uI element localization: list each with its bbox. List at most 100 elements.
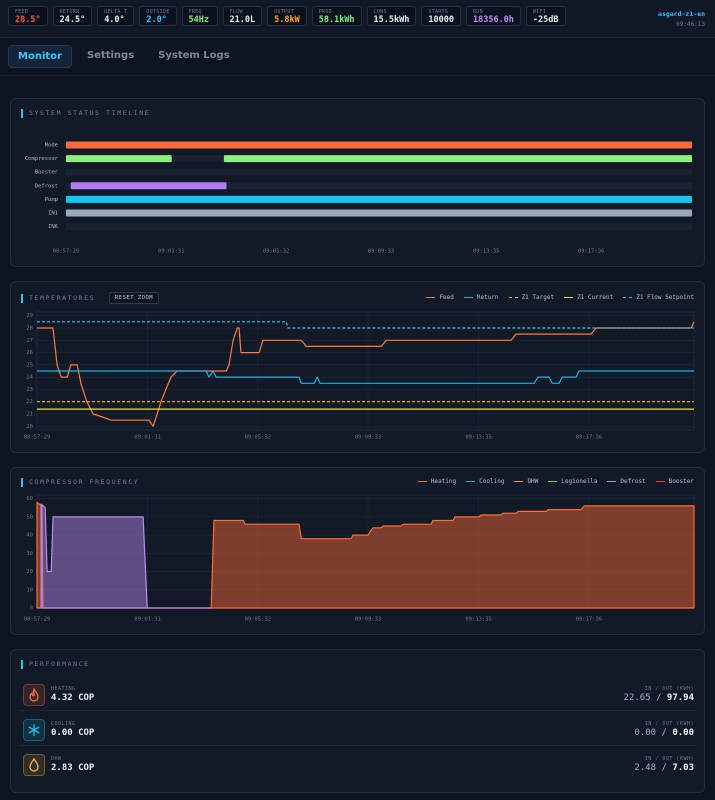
metric-strip: FEED 28.5° RETURN 24.5° DELTA T 4.0° OUTSIDE 2.… — [8, 6, 566, 26]
performance-row: DHW 2.83 COP IN / OUT (KWH) 2.48 / 7.03 — [19, 750, 696, 780]
timeline-panel: SYSTEM STATUS TIMELINE Mode Compressor Boo… — [10, 98, 705, 267]
legend-swatch — [607, 481, 617, 482]
metric-value: 28.5° — [15, 15, 41, 25]
metric-tile: PROD 58.1kWh — [311, 6, 362, 26]
metric-value: 15.5kWh — [373, 15, 410, 25]
metric-label: DELTA T — [104, 9, 128, 15]
metric-label: FREQ — [188, 9, 202, 15]
separator: / — [661, 728, 667, 738]
x-tick-label: 09:13:35 — [465, 617, 492, 623]
icon — [29, 757, 39, 772]
panel-title: COMPRESSOR FREQUENCY — [21, 478, 139, 487]
row-label: IN6 — [48, 224, 58, 230]
legend-label: Z1 Current — [577, 294, 614, 301]
metric-value: 2.0° — [146, 15, 167, 25]
y-tick-label: 27 — [26, 338, 33, 344]
y-tick-label: 60 — [26, 496, 33, 502]
metric-tile: RUN 18356.0h — [465, 6, 521, 26]
temperature-chart: 20 21 22 23 24 25 26 27 28 29 08:57:29 09:01:31 09:0… — [24, 311, 695, 441]
legend-swatch — [655, 481, 665, 482]
mode-name: HEATING — [51, 686, 76, 692]
cop-value: 4.32 COP — [51, 693, 95, 703]
row-label: Pump — [45, 197, 58, 203]
device-name: asgard-z1-en — [658, 10, 705, 18]
panel-title: TEMPERATURES — [21, 294, 95, 303]
device-info: asgard-z1-en 09:46:13 — [658, 10, 705, 28]
legend-label: Z1 Target — [521, 294, 555, 301]
icon — [28, 724, 40, 736]
tab[interactable]: System Logs — [158, 50, 230, 61]
metric-tile: FREQ 54Hz — [181, 6, 218, 26]
legend-label: Booster — [668, 478, 694, 485]
y-tick-label: 22 — [26, 399, 33, 405]
panel-title: PERFORMANCE — [21, 660, 90, 669]
status-segment — [66, 209, 692, 217]
metric-value: 24.5° — [59, 15, 86, 25]
x-tick-label: 09:09:33 — [355, 617, 382, 623]
legend-label: Feed — [439, 294, 454, 301]
y-tick-label: 28 — [26, 325, 33, 331]
legend-label: Return — [476, 294, 499, 301]
panel-title: SYSTEM STATUS TIMELINE — [21, 109, 150, 118]
divider — [0, 75, 715, 76]
y-tick-label: 40 — [26, 533, 33, 539]
y-tick-label: 24 — [26, 375, 33, 381]
metric-tile: STARTS 10000 — [421, 6, 461, 26]
io-label: IN / OUT (KWH) — [644, 756, 694, 762]
metric-value: 5.8kW — [274, 15, 300, 25]
reset-zoom-button[interactable]: RESET ZOOM — [109, 292, 160, 304]
compressor-chart: 0 10 20 30 40 50 60 08:57:29 09:01:31 09:05:32 09:… — [24, 494, 695, 623]
timeline-chart: Mode Compressor Booster Defrost Pump IN1 IN6 08… — [25, 141, 693, 255]
row-label: IN1 — [48, 211, 58, 217]
legend-item: Z1 Current — [564, 294, 613, 301]
row-label: Defrost — [35, 183, 58, 189]
line — [37, 321, 695, 427]
legend-item: DHW — [514, 478, 538, 485]
performance-row: COOLING 0.00 COP IN / OUT (KWH) 0.00 / 0.00 — [19, 715, 696, 746]
area — [40, 503, 212, 609]
legend-swatch — [466, 481, 476, 482]
cop-value: 0.00 COP — [51, 728, 95, 738]
row-label: Booster — [35, 170, 59, 176]
status-segment — [66, 141, 692, 149]
legend-swatch — [426, 297, 436, 298]
metric-label: FEED — [15, 9, 29, 15]
line — [37, 370, 694, 384]
legend-swatch — [463, 297, 473, 298]
legend-label: Z1 Flow Setpoint — [636, 294, 694, 301]
metric-value: 18356.0h — [472, 15, 514, 25]
row-track — [66, 223, 692, 231]
legend-item: Booster — [655, 478, 694, 485]
x-tick-label: 08:57:29 — [24, 617, 51, 623]
legend-item: Defrost — [607, 478, 646, 485]
legend-item: Return — [463, 294, 499, 301]
legend-swatch — [508, 297, 518, 298]
tab[interactable]: Settings — [86, 50, 135, 61]
tab-bar: Monitor Settings System Logs — [8, 45, 239, 68]
y-tick-label: 21 — [26, 412, 33, 418]
separator: / — [656, 693, 662, 703]
io-values: 0.00 / 0.00 — [634, 728, 694, 738]
y-tick-label: 25 — [26, 362, 33, 368]
temperature-panel: TEMPERATURES RESET ZOOM Feed Return Z1 Tar… — [10, 281, 705, 453]
legend-swatch — [623, 297, 633, 298]
metric-value: 4.0° — [104, 15, 125, 25]
legend-label: DHW — [527, 478, 539, 485]
row-label: Compressor — [25, 156, 59, 162]
metric-icon — [23, 684, 45, 706]
mode-name: DHW — [51, 756, 62, 762]
y-tick-label: 23 — [26, 387, 33, 393]
icon — [29, 687, 39, 702]
metric-value: 21.0L — [229, 15, 256, 25]
x-tick-label: 09:09:33 — [368, 249, 395, 255]
x-tick-label: 09:17:36 — [576, 435, 603, 441]
metric-label: FLOW — [229, 9, 243, 15]
legend: Feed Return Z1 Target Z1 Current Z1 Flow Set… — [426, 294, 694, 301]
metric-label: RUN — [472, 9, 483, 15]
metric-label: WIFI — [532, 9, 547, 15]
energy-in: 2.48 — [634, 763, 657, 773]
status-segment — [66, 155, 172, 163]
status-segment — [66, 195, 692, 203]
x-tick-label: 09:13:35 — [473, 249, 500, 255]
tab[interactable]: Monitor — [8, 45, 72, 68]
